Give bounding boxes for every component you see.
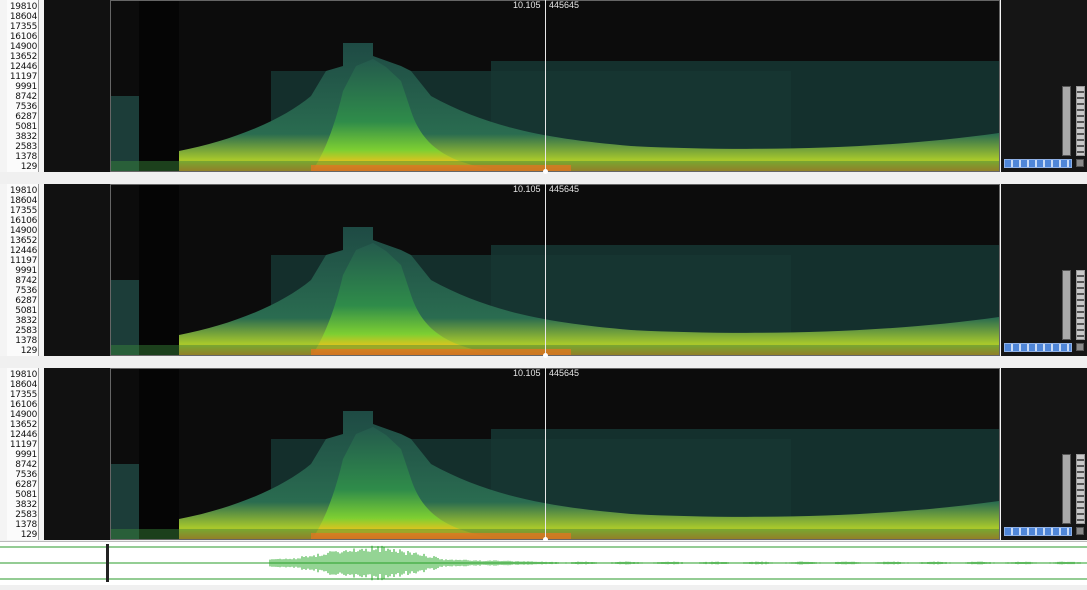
time-readout: 10.105 — [513, 0, 541, 10]
frequency-tick-label: 1378 — [15, 152, 37, 162]
frequency-tick-label: 19810 — [9, 2, 37, 12]
playback-cursor[interactable] — [545, 368, 546, 540]
frequency-tick-label: 7536 — [15, 286, 37, 296]
track-header-area — [44, 0, 110, 172]
zoom-scrollbar-icon[interactable] — [1004, 159, 1072, 168]
frequency-tick-label: 2583 — [15, 142, 37, 152]
frequency-tick-label: 8742 — [15, 460, 37, 470]
playback-cursor[interactable] — [545, 0, 546, 172]
frequency-tick-label: 6287 — [15, 112, 37, 122]
frequency-tick-label: 19810 — [9, 370, 37, 380]
frequency-tick-label: 11197 — [9, 256, 37, 266]
cursor-marker[interactable] — [543, 169, 548, 174]
level-meter-icon — [1076, 86, 1085, 156]
frequency-tick-label: 18604 — [9, 196, 37, 206]
frequency-tick-label: 11197 — [9, 440, 37, 450]
frequency-tick-label: 18604 — [9, 380, 37, 390]
time-readout: 10.105 — [513, 368, 541, 378]
frequency-axis: 19810 18604 17355 16106 14900 13652 12446 11197… — [7, 0, 39, 172]
frequency-tick-label: 9991 — [15, 266, 37, 276]
frequency-tick-label: 1378 — [15, 336, 37, 346]
frequency-tick-label: 14900 — [9, 226, 37, 236]
level-meter-icon — [1076, 270, 1085, 340]
spectrogram-view[interactable] — [110, 0, 1000, 172]
frequency-tick-label: 19810 — [9, 186, 37, 196]
frequency-tick-label: 7536 — [15, 102, 37, 112]
frequency-tick-label: 8742 — [15, 276, 37, 286]
frequency-tick-label: 2583 — [15, 326, 37, 336]
frequency-tick-label: 17355 — [9, 390, 37, 400]
frequency-tick-label: 18604 — [9, 12, 37, 22]
waveform-trace — [109, 545, 1087, 581]
spectrogram-track[interactable]: 19810 18604 17355 16106 14900 13652 12446 11197… — [0, 368, 1087, 542]
spectrogram-image — [111, 369, 999, 539]
frequency-tick-label: 1378 — [15, 520, 37, 530]
track-controls-panel — [1001, 184, 1087, 356]
frequency-tick-label: 13652 — [9, 236, 37, 246]
spectrogram-view[interactable] — [110, 184, 1000, 356]
frequency-tick-label: 9991 — [15, 450, 37, 460]
cursor-marker[interactable] — [543, 537, 548, 542]
waveform-svg — [0, 545, 1087, 581]
frequency-tick-label: 5081 — [15, 306, 37, 316]
frequency-tick-label: 5081 — [15, 122, 37, 132]
frequency-tick-label: 6287 — [15, 296, 37, 306]
frequency-tick-label: 9991 — [15, 82, 37, 92]
frequency-tick-label: 16106 — [9, 216, 37, 226]
frequency-tick-label: 14900 — [9, 42, 37, 52]
track-controls-panel — [1001, 368, 1087, 540]
spectrogram-track[interactable]: 19810 18604 17355 16106 14900 13652 12446 11197… — [0, 0, 1087, 174]
gain-slider-icon[interactable] — [1062, 270, 1071, 340]
frequency-tick-label: 13652 — [9, 420, 37, 430]
options-square-icon[interactable] — [1076, 527, 1084, 535]
frequency-tick-label: 3832 — [15, 500, 37, 510]
track-controls-panel — [1001, 0, 1087, 172]
sample-readout: 445645 — [549, 184, 580, 194]
playhead-handle[interactable] — [106, 544, 109, 582]
zoom-scrollbar-icon[interactable] — [1004, 527, 1072, 536]
frequency-tick-label: 7536 — [15, 470, 37, 480]
gain-slider-icon[interactable] — [1062, 454, 1071, 524]
frequency-tick-label: 12446 — [9, 430, 37, 440]
sample-readout: 445645 — [549, 368, 580, 378]
frequency-tick-label: 3832 — [15, 316, 37, 326]
spectrogram-view[interactable] — [110, 368, 1000, 540]
frequency-axis: 19810 18604 17355 16106 14900 13652 12446 11197… — [7, 368, 39, 540]
frequency-tick-label: 3832 — [15, 132, 37, 142]
options-square-icon[interactable] — [1076, 159, 1084, 167]
frequency-tick-label: 129 — [20, 530, 38, 540]
frequency-tick-label: 12446 — [9, 62, 37, 72]
frequency-axis: 19810 18604 17355 16106 14900 13652 12446 11197… — [7, 184, 39, 356]
track-header-area — [44, 184, 110, 356]
frequency-tick-label: 17355 — [9, 206, 37, 216]
frequency-tick-label: 11197 — [9, 72, 37, 82]
track-header-area — [44, 368, 110, 540]
frequency-tick-label: 6287 — [15, 480, 37, 490]
zoom-scrollbar-icon[interactable] — [1004, 343, 1072, 352]
playback-cursor[interactable] — [545, 184, 546, 356]
sample-readout: 445645 — [549, 0, 580, 10]
options-square-icon[interactable] — [1076, 343, 1084, 351]
frequency-tick-label: 12446 — [9, 246, 37, 256]
frequency-tick-label: 17355 — [9, 22, 37, 32]
frequency-tick-label: 2583 — [15, 510, 37, 520]
frequency-tick-label: 16106 — [9, 32, 37, 42]
time-readout: 10.105 — [513, 184, 541, 194]
spectrogram-track[interactable]: 19810 18604 17355 16106 14900 13652 12446 11197… — [0, 184, 1087, 358]
frequency-tick-label: 13652 — [9, 52, 37, 62]
waveform-overview[interactable] — [0, 541, 1087, 585]
waveform-samples — [109, 545, 1087, 581]
frequency-tick-label: 14900 — [9, 410, 37, 420]
frequency-tick-label: 129 — [20, 346, 38, 356]
spectrogram-image — [111, 185, 999, 355]
frequency-tick-label: 5081 — [15, 490, 37, 500]
cursor-marker[interactable] — [543, 353, 548, 358]
gain-slider-icon[interactable] — [1062, 86, 1071, 156]
frequency-tick-label: 129 — [20, 162, 38, 172]
frequency-tick-label: 8742 — [15, 92, 37, 102]
spectrogram-image — [111, 1, 999, 171]
level-meter-icon — [1076, 454, 1085, 524]
frequency-tick-label: 16106 — [9, 400, 37, 410]
